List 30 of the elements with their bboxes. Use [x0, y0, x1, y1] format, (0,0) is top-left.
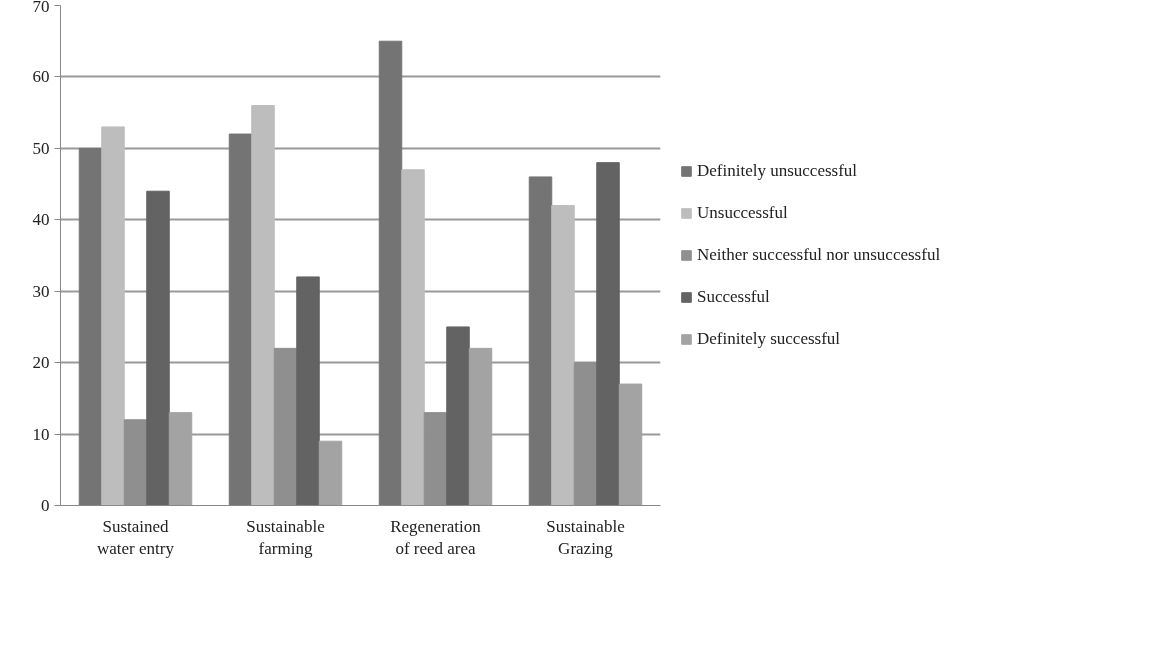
y-tick-label: 70: [32, 0, 50, 16]
legend-label: Unsuccessful: [697, 203, 788, 223]
y-tick-label: 0: [41, 496, 50, 515]
bar: [101, 126, 125, 506]
y-tick-label: 30: [32, 281, 50, 301]
bar: [378, 40, 403, 506]
bar: [78, 147, 103, 506]
x-tick-label: Sustainable Grazing: [546, 516, 625, 559]
legend-label: Successful: [697, 287, 770, 307]
legend-label: Neither successful nor unsuccessful: [697, 245, 941, 265]
legend-label: Definitely successful: [697, 329, 841, 349]
y-tick-label: 50: [32, 138, 50, 158]
bar: [551, 205, 575, 506]
bar: [528, 176, 553, 506]
bar: [146, 190, 170, 506]
bar: [446, 326, 470, 506]
x-tick-label: Sustained water entry: [97, 516, 175, 559]
y-tick-label: 20: [32, 353, 50, 373]
bar: [251, 105, 275, 506]
bar: [228, 133, 253, 506]
bar: [296, 276, 320, 506]
legend-label: Definitely unsuccessful: [697, 161, 858, 181]
bar: [401, 169, 425, 506]
x-tick-label: Sustainable farming: [246, 516, 325, 559]
bar: [318, 440, 343, 506]
y-tick-label: 40: [32, 210, 50, 230]
bar: [596, 162, 620, 506]
y-tick-label: 10: [32, 424, 50, 444]
x-tick-label: Regeneration of reed area: [390, 516, 482, 559]
y-tick-label: 60: [32, 67, 50, 87]
